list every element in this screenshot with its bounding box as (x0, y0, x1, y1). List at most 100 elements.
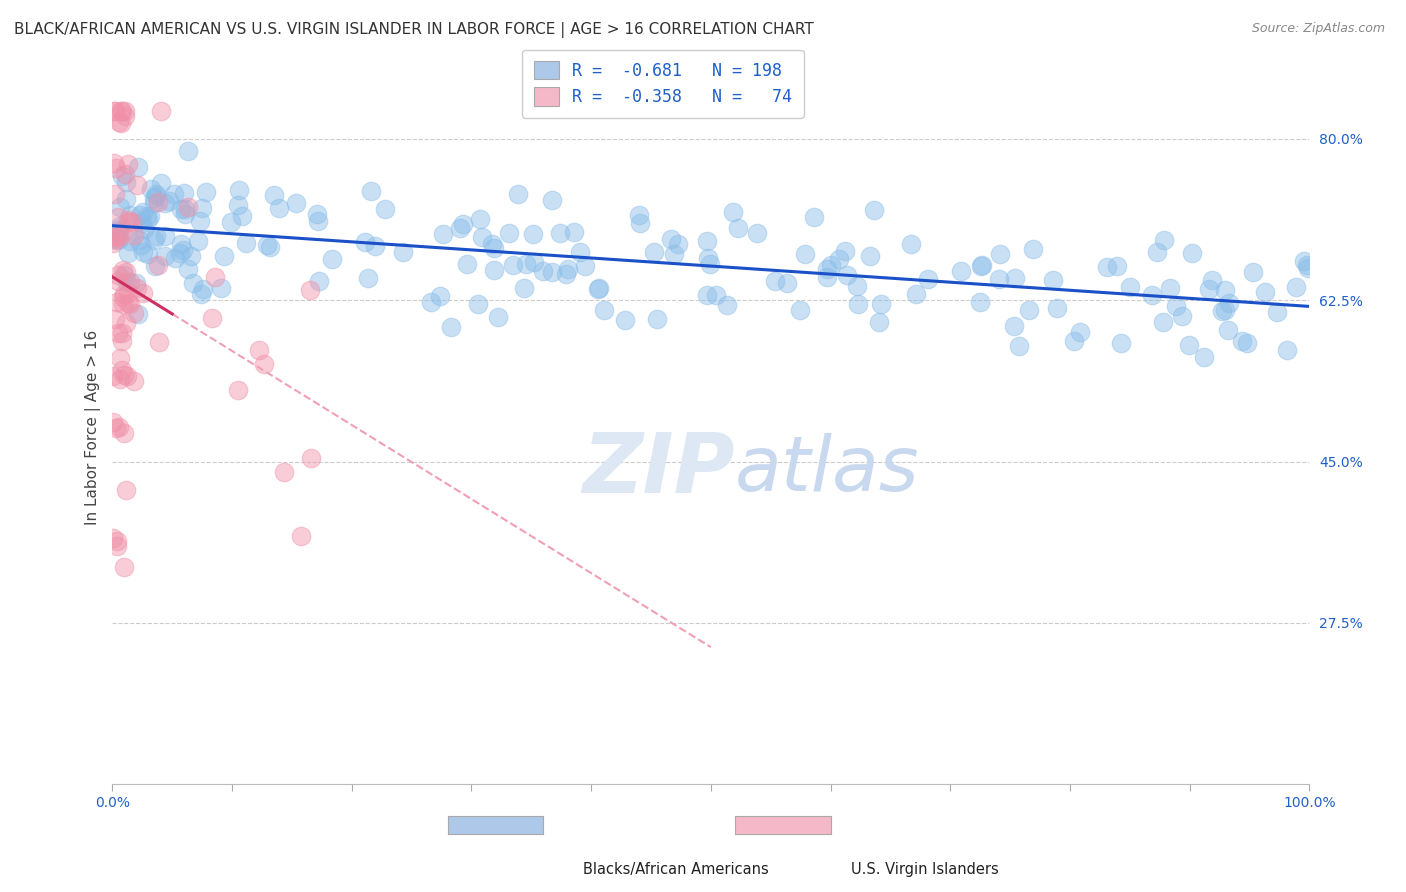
Point (305, 207, 328, 221)
Point (1042, 273, 1064, 287)
Point (568, 244, 591, 259)
Point (115, 275, 138, 289)
Point (696, 252, 718, 266)
Point (1004, 319, 1026, 334)
Point (1296, 260, 1319, 275)
Point (1265, 305, 1288, 319)
Point (970, 259, 993, 273)
Point (506, 187, 529, 202)
Point (120, 234, 142, 248)
Point (1166, 299, 1188, 313)
Point (125, 277, 148, 291)
Point (107, 268, 129, 282)
Point (467, 297, 489, 311)
Point (150, 176, 173, 190)
Point (110, 115, 132, 129)
Point (231, 209, 253, 223)
Point (263, 188, 285, 202)
Point (917, 272, 939, 286)
Point (125, 281, 148, 295)
Point (970, 258, 993, 272)
Point (1146, 244, 1168, 259)
Point (481, 236, 503, 251)
Point (193, 282, 215, 296)
Point (170, 202, 193, 216)
Point (253, 357, 276, 371)
Point (374, 202, 396, 216)
Point (190, 286, 212, 301)
Text: BLACK/AFRICAN AMERICAN VS U.S. VIRGIN ISLANDER IN LABOR FORCE | AGE > 16 CORRELA: BLACK/AFRICAN AMERICAN VS U.S. VIRGIN IS… (14, 22, 814, 38)
Point (148, 335, 170, 350)
Point (432, 227, 454, 242)
Point (108, 420, 131, 434)
Point (111, 334, 134, 349)
Point (1107, 259, 1129, 273)
Point (129, 208, 152, 222)
Point (187, 234, 209, 248)
Point (101, 531, 124, 545)
Point (112, 268, 135, 282)
Point (153, 229, 176, 244)
Point (103, 235, 125, 250)
Point (143, 196, 166, 211)
Text: ZIP: ZIP (582, 429, 735, 510)
Point (557, 261, 579, 276)
Point (108, 115, 131, 129)
Point (136, 247, 159, 261)
Point (105, 294, 128, 309)
Point (108, 200, 131, 214)
Point (1230, 334, 1253, 349)
Point (1178, 337, 1201, 351)
Point (1285, 280, 1308, 294)
Point (226, 383, 249, 397)
Point (103, 156, 125, 170)
Point (163, 251, 186, 265)
Point (1216, 323, 1239, 337)
Point (360, 184, 382, 198)
Point (155, 249, 177, 263)
Point (117, 296, 139, 310)
Point (364, 239, 387, 253)
Point (354, 235, 377, 250)
Point (513, 281, 536, 295)
Point (173, 186, 195, 200)
Point (815, 270, 838, 285)
Point (110, 326, 132, 341)
Point (108, 351, 131, 365)
Point (820, 258, 842, 272)
Point (803, 211, 825, 225)
Point (103, 312, 125, 326)
Point (115, 192, 138, 206)
Point (643, 245, 665, 260)
Point (1213, 283, 1236, 297)
Point (127, 178, 149, 193)
Point (696, 235, 718, 249)
Point (502, 258, 524, 272)
Point (522, 227, 544, 241)
Point (548, 226, 571, 240)
Point (114, 167, 136, 181)
Text: Blacks/African Americans: Blacks/African Americans (583, 863, 769, 877)
Point (456, 257, 478, 271)
Point (107, 326, 129, 341)
Point (136, 211, 159, 226)
Point (104, 232, 127, 246)
Text: U.S. Virgin Islanders: U.S. Virgin Islanders (851, 863, 998, 877)
Point (392, 245, 415, 260)
Point (112, 286, 135, 301)
Point (188, 214, 211, 228)
Point (1181, 245, 1204, 260)
Point (143, 259, 166, 273)
Point (173, 202, 195, 217)
Point (628, 207, 651, 221)
Point (117, 285, 139, 300)
Point (716, 298, 738, 312)
Point (134, 222, 156, 236)
Point (121, 215, 143, 229)
Point (471, 229, 494, 244)
Point (704, 287, 727, 301)
Point (115, 483, 138, 498)
Point (449, 221, 471, 235)
Point (845, 278, 868, 293)
Point (1241, 265, 1264, 279)
